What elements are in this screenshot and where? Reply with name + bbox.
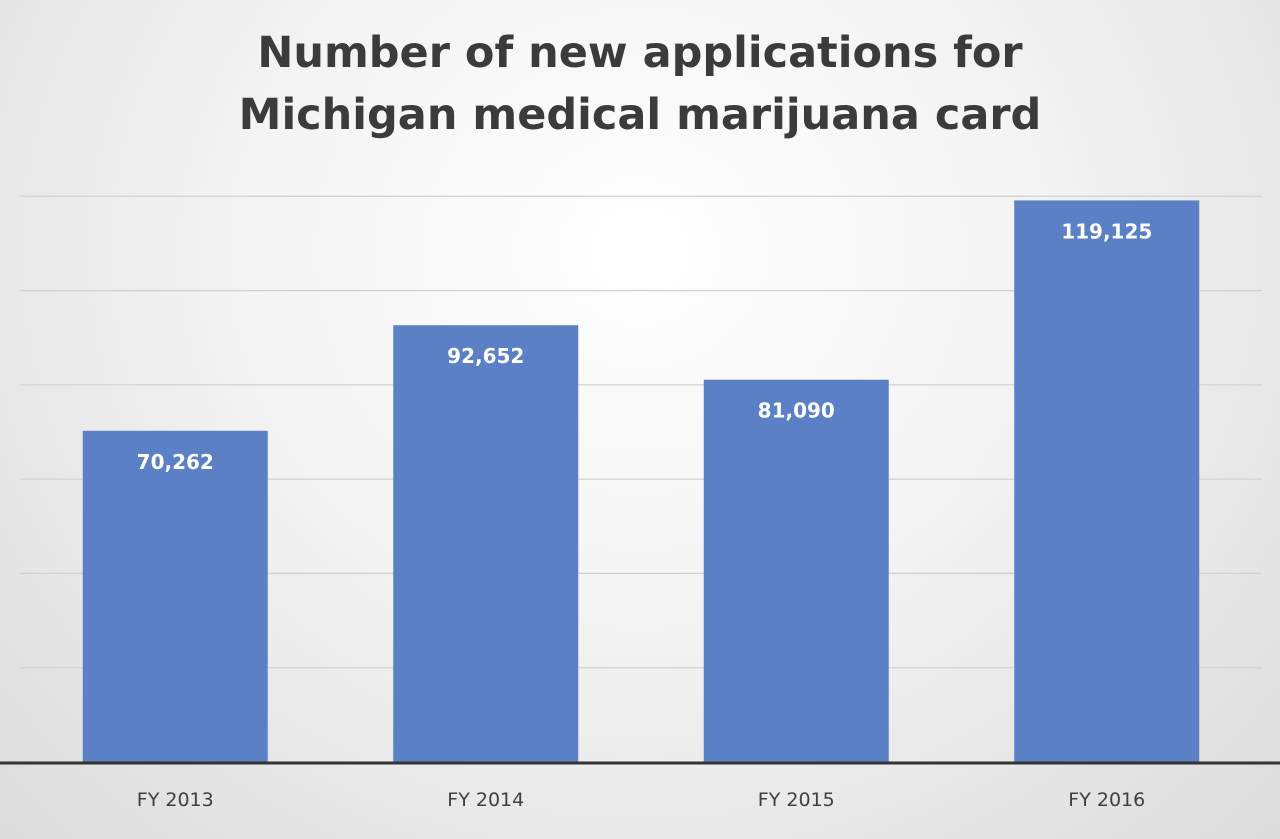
bars	[82, 200, 1200, 763]
data-label: 81,090	[758, 399, 835, 423]
bar-fy-2015	[703, 379, 889, 762]
bar-fy-2014	[393, 325, 579, 762]
x-tick-label: FY 2013	[137, 789, 214, 811]
data-label: 70,262	[137, 450, 214, 474]
data-label: 119,125	[1061, 219, 1152, 243]
chart-title: Number of new applications for Michigan …	[0, 22, 1280, 146]
x-tick-label: FY 2014	[447, 789, 524, 811]
labels: 70,262 FY 2013 92,652 FY 2014 81,090 FY 2015 1…	[137, 219, 1153, 811]
bar-fy-2016	[1014, 200, 1200, 763]
data-label: 92,652	[447, 344, 524, 368]
chart-title-line-2: Michigan medical marijuana card	[238, 90, 1042, 140]
x-tick-label: FY 2016	[1068, 789, 1145, 811]
bar-fy-2013	[82, 430, 268, 762]
chart-title-line-1: Number of new applications for	[257, 28, 1023, 78]
x-tick-label: FY 2015	[758, 789, 835, 811]
